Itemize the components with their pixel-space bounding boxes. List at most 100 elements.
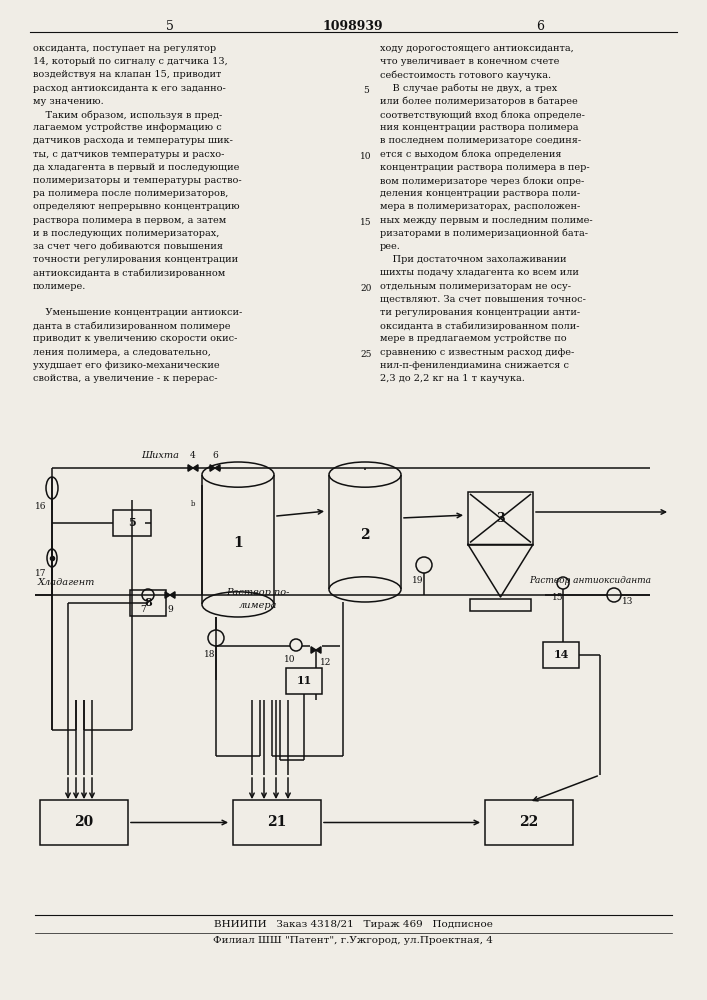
- Bar: [286, 668, 322, 694]
- Text: Таким образом, используя в пред-: Таким образом, используя в пред-: [33, 110, 222, 119]
- Bar: [543, 642, 579, 668]
- Text: ти регулирования концентрации анти-: ти регулирования концентрации анти-: [380, 308, 580, 317]
- Text: 13: 13: [622, 596, 633, 605]
- Bar: [233, 800, 321, 845]
- Polygon shape: [215, 465, 220, 471]
- Text: рее.: рее.: [380, 242, 401, 251]
- Bar: [485, 800, 573, 845]
- Text: 2: 2: [360, 528, 370, 542]
- Text: датчиков расхода и температуры шик-: датчиков расхода и температуры шик-: [33, 136, 233, 145]
- Text: 7: 7: [140, 605, 146, 614]
- Text: Раствор по-: Раствор по-: [226, 588, 290, 597]
- Text: воздействуя на клапан 15, приводит: воздействуя на клапан 15, приводит: [33, 70, 221, 79]
- Text: точности регулирования концентрации: точности регулирования концентрации: [33, 255, 238, 264]
- Text: концентрации раствора полимера в пер-: концентрации раствора полимера в пер-: [380, 163, 590, 172]
- Text: В случае работы не двух, а трех: В случае работы не двух, а трех: [380, 84, 557, 93]
- Polygon shape: [316, 647, 321, 653]
- Text: 16: 16: [35, 502, 46, 511]
- Text: ления полимера, а следовательно,: ления полимера, а следовательно,: [33, 348, 211, 357]
- Text: ризаторами в полимеризационной бата-: ризаторами в полимеризационной бата-: [380, 229, 588, 238]
- Text: Хладагент: Хладагент: [38, 578, 95, 587]
- Text: 10: 10: [284, 655, 296, 664]
- Text: сравнению с известным расход дифе-: сравнению с известным расход дифе-: [380, 348, 574, 357]
- Text: b: b: [191, 500, 195, 508]
- Text: 2,3 до 2,2 кг на 1 т каучука.: 2,3 до 2,2 кг на 1 т каучука.: [380, 374, 525, 383]
- Text: полимеризаторы и температуры раство-: полимеризаторы и температуры раство-: [33, 176, 242, 185]
- Text: и в последующих полимеризаторах,: и в последующих полимеризаторах,: [33, 229, 219, 238]
- Text: 5: 5: [166, 20, 174, 33]
- Polygon shape: [165, 592, 170, 598]
- Text: приводит к увеличению скорости окис-: приводит к увеличению скорости окис-: [33, 334, 238, 343]
- Text: 22: 22: [520, 816, 539, 830]
- Text: 9: 9: [167, 605, 173, 614]
- Text: соответствующий вход блока определе-: соответствующий вход блока определе-: [380, 110, 585, 119]
- Text: 11: 11: [296, 676, 312, 686]
- Polygon shape: [210, 465, 215, 471]
- Bar: [470, 599, 531, 611]
- Text: ты, с датчиков температуры и расхо-: ты, с датчиков температуры и расхо-: [33, 150, 224, 159]
- Text: 3: 3: [496, 512, 505, 525]
- Text: ществляют. За счет повышения точнос-: ществляют. За счет повышения точнос-: [380, 295, 586, 304]
- Text: ных между первым и последним полиме-: ных между первым и последним полиме-: [380, 216, 592, 225]
- Text: ра полимера после полимеризаторов,: ра полимера после полимеризаторов,: [33, 189, 228, 198]
- Text: 17: 17: [35, 569, 46, 578]
- Bar: [468, 492, 533, 544]
- Text: Раствор антиоксиданта: Раствор антиоксиданта: [529, 576, 651, 585]
- Text: в последнем полимеризаторе соединя-: в последнем полимеризаторе соединя-: [380, 136, 581, 145]
- Text: 1098939: 1098939: [322, 20, 383, 33]
- Text: данта в стабилизированном полимере: данта в стабилизированном полимере: [33, 321, 230, 331]
- Text: за счет чего добиваются повышения: за счет чего добиваются повышения: [33, 242, 223, 251]
- Text: 21: 21: [267, 816, 286, 830]
- Text: мера в полимеризаторах, расположен-: мера в полимеризаторах, расположен-: [380, 202, 580, 211]
- Text: что увеличивает в конечном счете: что увеличивает в конечном счете: [380, 57, 559, 66]
- Text: 1: 1: [233, 536, 243, 550]
- Text: 15: 15: [360, 218, 372, 227]
- Text: 15: 15: [552, 593, 563, 602]
- Text: отдельным полимеризаторам не осу-: отдельным полимеризаторам не осу-: [380, 282, 571, 291]
- Text: 19: 19: [412, 576, 423, 585]
- Text: 12: 12: [320, 658, 332, 667]
- Text: 14: 14: [554, 650, 568, 660]
- Text: свойства, а увеличение - к перерас-: свойства, а увеличение - к перерас-: [33, 374, 218, 383]
- Polygon shape: [193, 465, 198, 471]
- Text: 5: 5: [128, 518, 136, 528]
- Text: вом полимеризаторе через блоки опре-: вом полимеризаторе через блоки опре-: [380, 176, 584, 186]
- Text: Филиал ШШ "Патент", г.Ужгород, ул.Проектная, 4: Филиал ШШ "Патент", г.Ужгород, ул.Проект…: [213, 936, 493, 945]
- Bar: [40, 800, 128, 845]
- Polygon shape: [170, 592, 175, 598]
- Polygon shape: [188, 465, 193, 471]
- Text: да хладагента в первый и последующие: да хладагента в первый и последующие: [33, 163, 240, 172]
- Text: раствора полимера в первом, а затем: раствора полимера в первом, а затем: [33, 216, 226, 225]
- Text: 20: 20: [361, 284, 372, 293]
- Text: деления концентрации раствора поли-: деления концентрации раствора поли-: [380, 189, 580, 198]
- Text: 6: 6: [212, 451, 218, 460]
- Text: антиоксиданта в стабилизированном: антиоксиданта в стабилизированном: [33, 268, 226, 278]
- Bar: [113, 510, 151, 536]
- Text: расход антиоксиданта к его заданно-: расход антиоксиданта к его заданно-: [33, 84, 226, 93]
- Text: себестоимость готового каучука.: себестоимость готового каучука.: [380, 70, 551, 80]
- Text: 20: 20: [74, 816, 93, 830]
- Text: 6: 6: [536, 20, 544, 33]
- Polygon shape: [311, 647, 316, 653]
- Text: 18: 18: [204, 650, 216, 659]
- Text: 25: 25: [361, 350, 372, 359]
- Text: лимера: лимера: [239, 601, 277, 610]
- Bar: [130, 590, 166, 616]
- Text: шихты подачу хладагента ко всем или: шихты подачу хладагента ко всем или: [380, 268, 579, 277]
- Text: лагаемом устройстве информацию с: лагаемом устройстве информацию с: [33, 123, 222, 132]
- Text: 4: 4: [190, 451, 196, 460]
- Text: Уменьшение концентрации антиокси-: Уменьшение концентрации антиокси-: [33, 308, 243, 317]
- Text: При достаточном захолаживании: При достаточном захолаживании: [380, 255, 566, 264]
- Text: определяют непрерывно концентрацию: определяют непрерывно концентрацию: [33, 202, 240, 211]
- Text: оксиданта, поступает на регулятор: оксиданта, поступает на регулятор: [33, 44, 216, 53]
- Text: нил-п-фенилендиамина снижается с: нил-п-фенилендиамина снижается с: [380, 361, 569, 370]
- Text: 8: 8: [144, 597, 152, 608]
- Text: полимере.: полимере.: [33, 282, 86, 291]
- Text: мере в предлагаемом устройстве по: мере в предлагаемом устройстве по: [380, 334, 566, 343]
- Text: Шихта: Шихта: [141, 451, 179, 460]
- Text: ходу дорогостоящего антиоксиданта,: ходу дорогостоящего антиоксиданта,: [380, 44, 574, 53]
- Text: ухудшает его физико-механические: ухудшает его физико-механические: [33, 361, 220, 370]
- Text: му значению.: му значению.: [33, 97, 104, 106]
- Text: 5: 5: [363, 86, 369, 95]
- Text: ния концентрации раствора полимера: ния концентрации раствора полимера: [380, 123, 578, 132]
